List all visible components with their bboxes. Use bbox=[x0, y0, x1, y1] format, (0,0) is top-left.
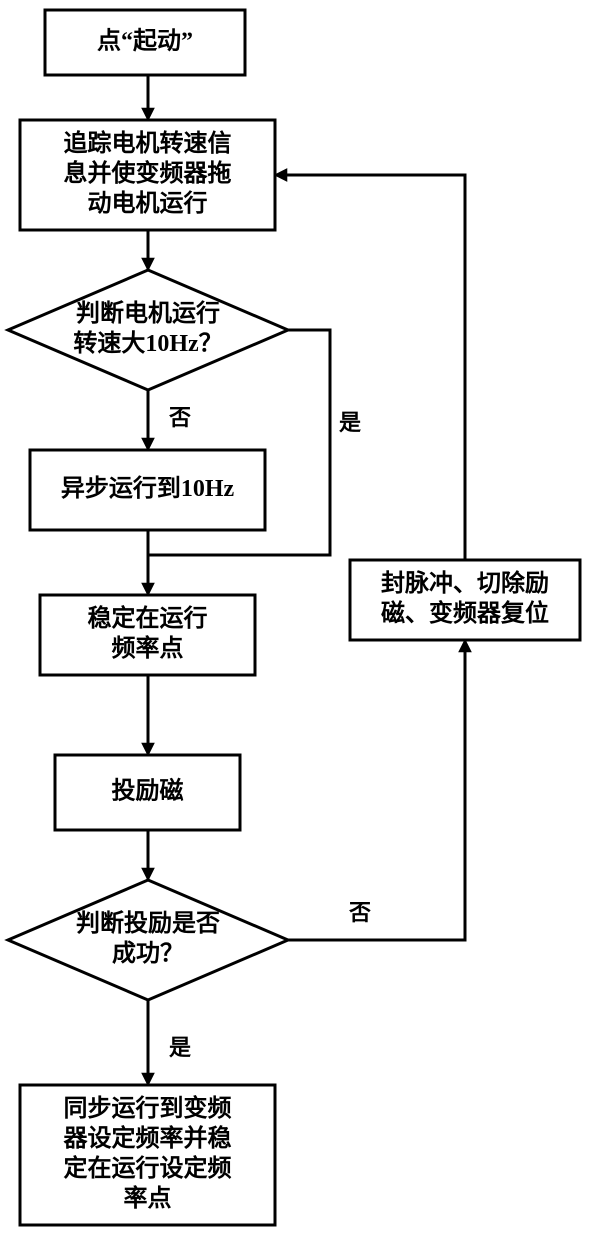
edge-label: 否 bbox=[348, 900, 371, 925]
node-text: 追踪电机转速信息并使变频器拖动电机运行 bbox=[64, 129, 232, 217]
node-text: 点“起动” bbox=[97, 27, 193, 54]
edge-label: 否 bbox=[168, 405, 191, 430]
node-text: 投励磁 bbox=[112, 776, 184, 804]
flow-edge bbox=[288, 640, 465, 940]
flow-edge bbox=[275, 175, 465, 560]
node-text: 异步运行到10Hz bbox=[61, 474, 235, 502]
edge-label: 是 bbox=[339, 410, 361, 435]
edge-label: 是 bbox=[169, 1035, 191, 1060]
